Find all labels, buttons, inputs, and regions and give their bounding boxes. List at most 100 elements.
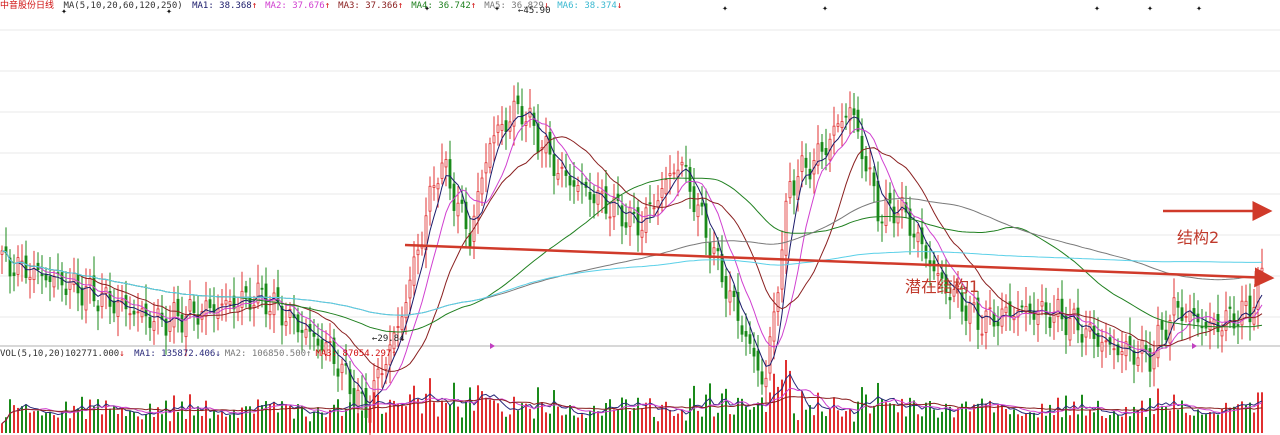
- candle-body: [644, 207, 648, 233]
- candle-body: [724, 275, 728, 299]
- candle-body: [432, 185, 436, 188]
- candle-body: [680, 161, 684, 166]
- candle-body: [824, 147, 828, 155]
- candle-body: [124, 295, 128, 310]
- candle-body: [1152, 352, 1156, 370]
- event-marker: ✦: [166, 6, 172, 17]
- candle-body: [1204, 321, 1208, 329]
- candle-body: [768, 336, 772, 374]
- candle-body: [1236, 324, 1240, 327]
- candle-body: [40, 273, 44, 277]
- candle-body: [52, 276, 56, 288]
- candle-body: [492, 135, 496, 144]
- candle-body: [672, 172, 676, 175]
- ma-arrow-3: ↑: [397, 1, 404, 11]
- candle-body: [896, 213, 900, 224]
- candle-body: [960, 292, 964, 312]
- ma-arrow-6: ↓: [616, 1, 623, 11]
- candle-body: [1096, 333, 1100, 347]
- candle-body: [1104, 340, 1108, 343]
- candle-body: [564, 170, 568, 176]
- candle-body: [44, 274, 48, 281]
- candle-body: [496, 124, 500, 133]
- candle-body: [516, 95, 520, 105]
- candle-body: [624, 222, 628, 228]
- candle-body: [848, 107, 852, 121]
- candle-body: [96, 305, 100, 312]
- ma-arrow-5: ↓: [543, 1, 550, 11]
- candle-body: [996, 321, 1000, 327]
- candle-body: [1132, 350, 1136, 365]
- candle-body: [1112, 348, 1116, 351]
- candle-body: [488, 143, 492, 168]
- candle-body: [988, 307, 992, 310]
- candle-body: [1116, 344, 1120, 356]
- candle-body: [984, 310, 988, 333]
- candle-body: [64, 288, 68, 295]
- structure-1-arrow: [404, 243, 1275, 288]
- candle-body: [288, 308, 292, 318]
- candle-body: [164, 318, 168, 336]
- candle-body: [276, 287, 280, 304]
- candle-body: [408, 279, 412, 299]
- candle-body: [836, 123, 840, 127]
- ma-value-4: MA4: 36.742↑: [411, 1, 477, 11]
- candle-body: [400, 316, 404, 331]
- candle-body: [904, 202, 908, 213]
- candle-body: [908, 208, 912, 236]
- candle-body: [912, 233, 916, 238]
- candle-body: [348, 369, 352, 395]
- candle-body: [460, 199, 464, 204]
- candle-body: [688, 167, 692, 192]
- candle-body: [208, 299, 212, 309]
- candle-body: [392, 332, 396, 350]
- vol-arrow: ↓: [119, 349, 125, 359]
- candle-body: [780, 249, 784, 290]
- candle-body: [620, 205, 624, 227]
- candle-body: [1172, 297, 1176, 316]
- candle-body: [280, 306, 284, 326]
- candle-body: [568, 175, 572, 186]
- candle-body: [1032, 310, 1036, 320]
- annotation-structure-1: 潜在结构1: [905, 277, 980, 296]
- candle-body: [216, 308, 220, 319]
- candle-body: [88, 278, 92, 286]
- candle-body: [860, 135, 864, 160]
- candle-body: [1100, 341, 1104, 352]
- candle-body: [792, 180, 796, 196]
- candle-body: [8, 257, 12, 277]
- candle-body: [668, 173, 672, 177]
- candle-body: [328, 341, 332, 344]
- vol-ma-value-1: MA1: 135872.406↓: [134, 349, 221, 359]
- candle-body: [24, 255, 28, 278]
- candle-body: [12, 272, 16, 276]
- candle-body: [316, 338, 320, 346]
- event-marker: ✦: [424, 3, 430, 14]
- candle-body: [832, 125, 836, 136]
- candle-body: [536, 123, 540, 153]
- candle-body: [816, 143, 820, 166]
- candle-body: [948, 297, 952, 301]
- candle-body: [436, 183, 440, 190]
- price-header: 中音股份日线 MA(5,10,20,60,120,250) MA1: 38.36…: [0, 0, 634, 12]
- candle-body: [128, 313, 132, 316]
- candle-body: [412, 256, 416, 286]
- candle-body: [444, 159, 448, 168]
- candle-body: [268, 310, 272, 316]
- ma120-line: [1, 197, 1263, 316]
- candle-body: [776, 292, 780, 312]
- vol-ma20-line: [1, 396, 1263, 424]
- candle-body: [732, 290, 736, 298]
- candle-body: [428, 185, 432, 212]
- candle-body: [84, 286, 88, 311]
- candle-body: [852, 108, 856, 116]
- candle-body: [652, 207, 656, 210]
- candle-body: [1004, 306, 1008, 314]
- candle-body: [588, 191, 592, 200]
- candle-body: [740, 325, 744, 335]
- candle-body: [552, 154, 556, 176]
- candle-body: [704, 203, 708, 238]
- candle-body: [456, 202, 460, 217]
